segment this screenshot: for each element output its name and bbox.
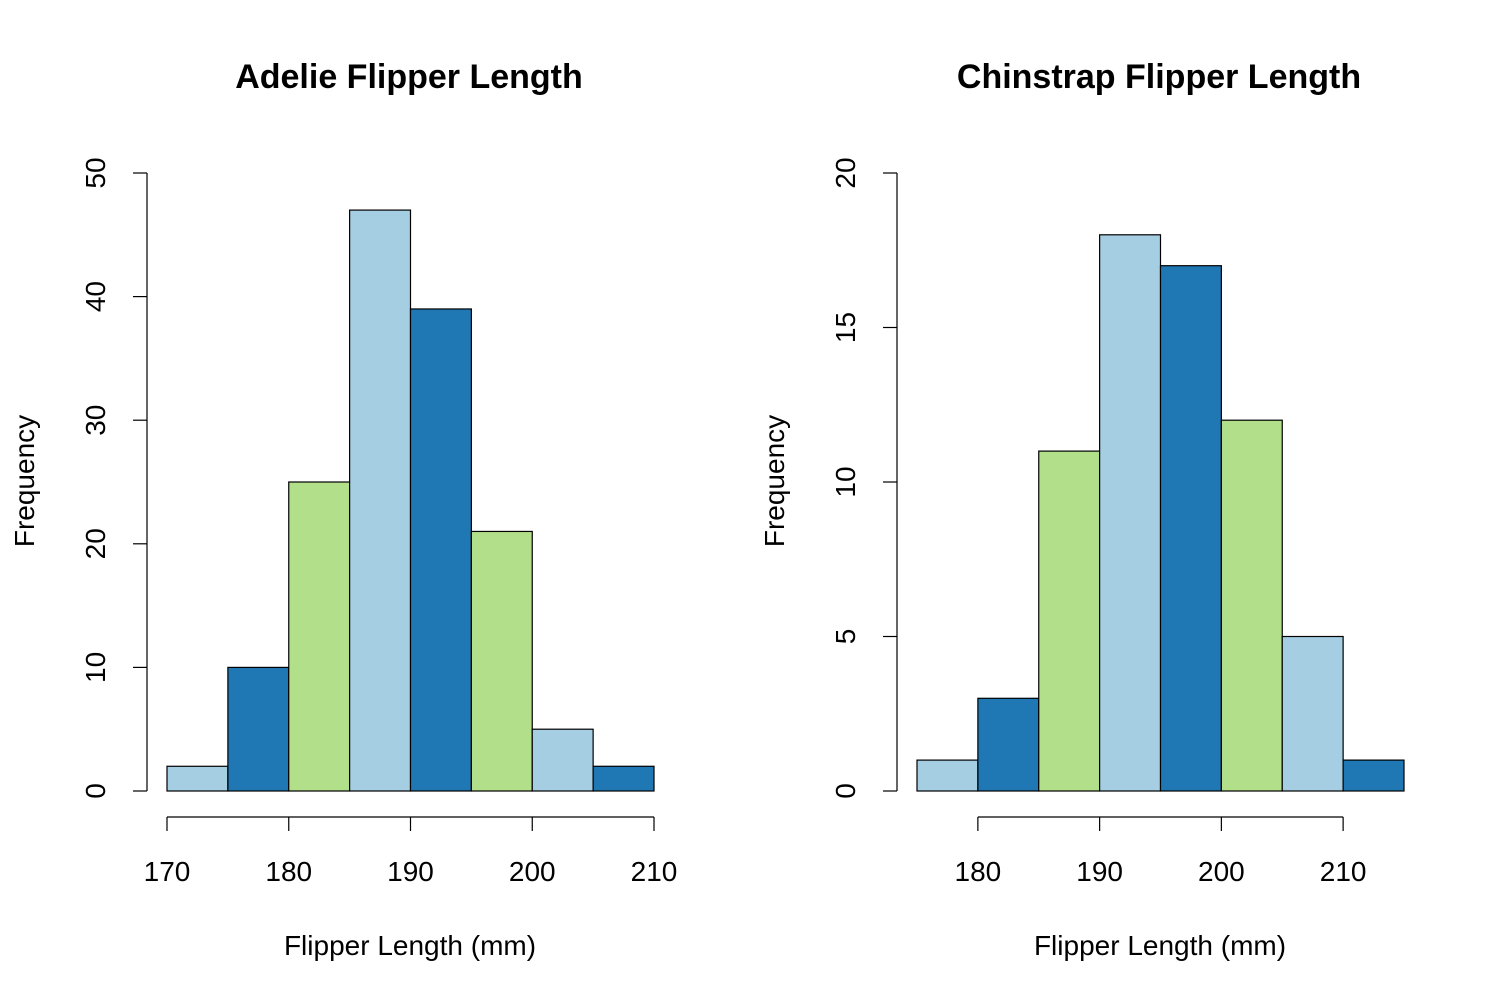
y-tick-label: 10 (80, 652, 111, 683)
x-tick-label: 210 (1320, 856, 1367, 887)
x-tick-label: 190 (1076, 856, 1123, 887)
y-tick-label: 30 (80, 405, 111, 436)
chart-title: Chinstrap Flipper Length (957, 58, 1361, 96)
histogram-bar (977, 697, 1040, 792)
histogram-bar (349, 209, 412, 792)
y-tick-label: 20 (80, 528, 111, 559)
histogram-bar (1342, 759, 1405, 792)
y-axis-label: Frequency (9, 415, 40, 547)
x-axis-label: Flipper Length (mm) (1034, 930, 1286, 961)
histogram-bar (592, 765, 655, 792)
y-axis: 0 5 10 15 20 (830, 157, 898, 799)
histogram-bar (1281, 635, 1344, 792)
y-tick-label: 15 (830, 312, 861, 343)
y-tick-label: 10 (830, 466, 861, 497)
y-tick-label: 5 (830, 629, 861, 645)
histogram-bar (1220, 419, 1283, 792)
x-axis-label: Flipper Length (mm) (284, 930, 536, 961)
y-tick-label: 0 (830, 783, 861, 799)
histogram-bar (409, 308, 472, 792)
y-tick-label: 50 (80, 157, 111, 188)
x-tick-label: 210 (631, 856, 678, 887)
histogram-bar (1159, 265, 1222, 792)
histogram-bar (1099, 234, 1162, 792)
y-axis: 0 10 20 30 40 50 (80, 157, 148, 799)
x-tick-label: 170 (144, 856, 191, 887)
y-tick-label: 20 (830, 157, 861, 188)
x-tick-label: 200 (1198, 856, 1245, 887)
y-tick-label: 0 (80, 783, 111, 799)
y-axis-label: Frequency (759, 415, 790, 547)
histogram-bar (227, 666, 290, 792)
histogram-bar (470, 530, 533, 792)
chart-title: Adelie Flipper Length (235, 58, 583, 96)
histogram-bar (531, 728, 594, 792)
x-axis: 180 190 200 210 (955, 816, 1367, 887)
x-tick-label: 180 (955, 856, 1002, 887)
adelie-histogram-panel: Adelie Flipper Length Flipper Length (mm… (9, 58, 677, 961)
x-tick-label: 190 (387, 856, 434, 887)
bars (166, 209, 655, 792)
x-tick-label: 180 (265, 856, 312, 887)
histogram-bar (1038, 450, 1101, 792)
x-tick-label: 200 (509, 856, 556, 887)
bars (916, 234, 1405, 792)
chinstrap-histogram-panel: Chinstrap Flipper Length Flipper Length … (759, 58, 1405, 961)
histogram-bar (288, 481, 351, 792)
y-tick-label: 40 (80, 281, 111, 312)
histogram-bar (916, 759, 979, 792)
x-axis: 170 180 190 200 210 (144, 816, 678, 887)
histogram-bar (166, 765, 229, 792)
